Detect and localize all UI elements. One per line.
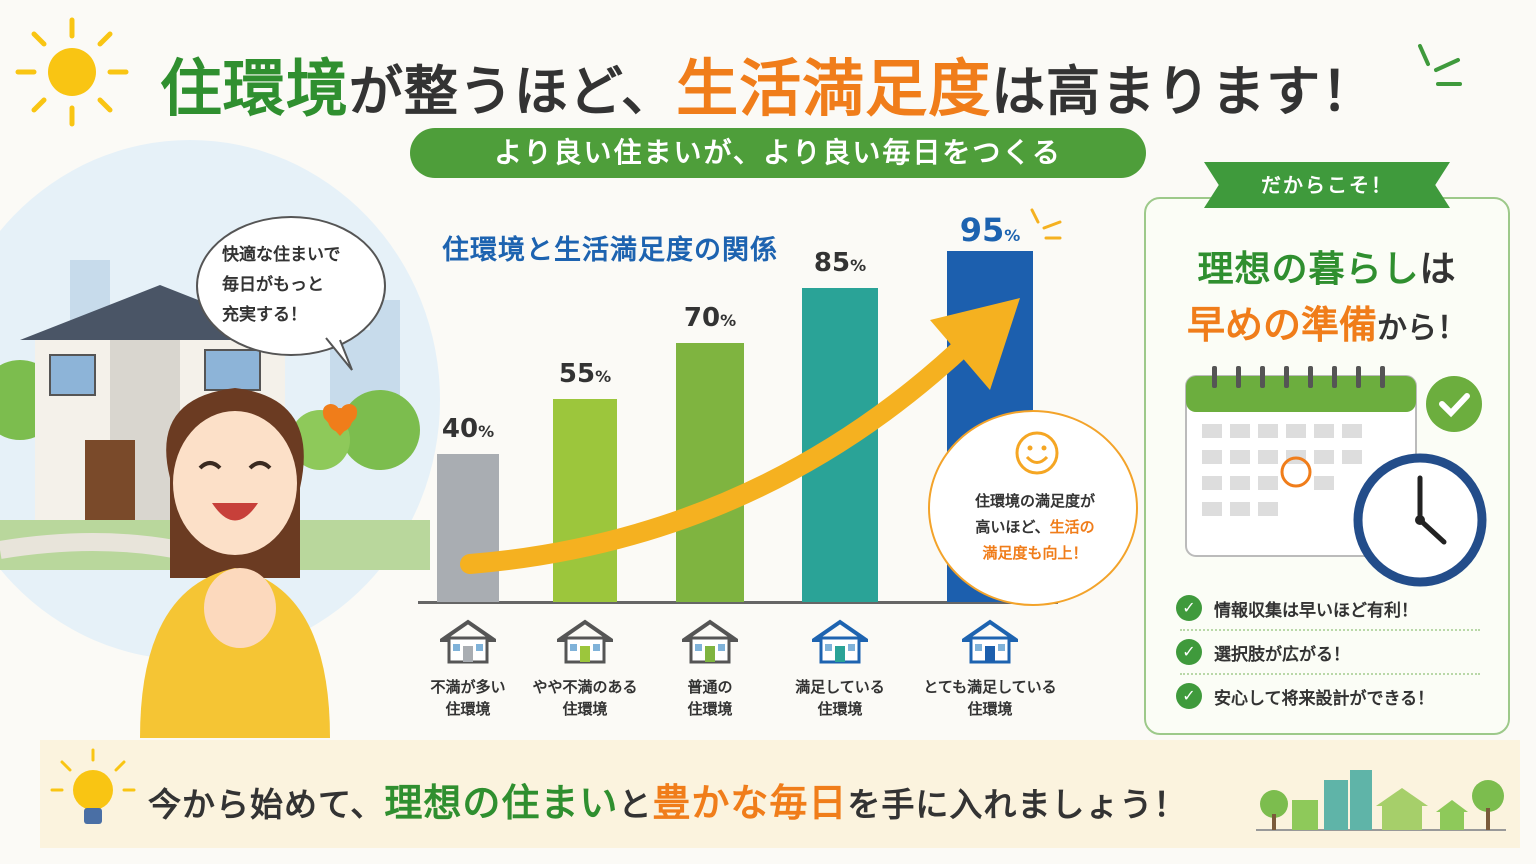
page-title: 住環境が整うほど、生活満足度は高まります！	[0, 38, 1536, 128]
speech-bubble	[196, 216, 386, 356]
chart-title: 住環境と生活満足度の関係	[442, 235, 778, 266]
sparkle-icon	[1030, 208, 1062, 240]
panel-heading-1: 理想の暮らしは	[1144, 240, 1510, 292]
house-icon	[962, 619, 1018, 664]
house-icon	[812, 619, 868, 664]
title-part-1: 住環境	[159, 52, 349, 125]
check-item-3-label: 安心して将来設計ができる！	[1214, 688, 1435, 709]
speech-line-3: 充実する！	[222, 305, 307, 325]
sparkle-icon	[1418, 44, 1462, 86]
check-item-1: ✓ 情報収集は早いほど有利！	[1176, 588, 1486, 628]
speech-line-1: 快適な住まいで	[222, 245, 341, 265]
check-item-3: ✓ 安心して将来設計ができる！	[1176, 676, 1486, 716]
callout-line-1: 住環境の満足度が	[974, 492, 1095, 510]
panel-heading-1a: 理想の暮らし	[1197, 249, 1420, 290]
banner-part-b: 理想の住まい	[384, 781, 619, 825]
banner-part-d: 豊かな毎日	[652, 781, 848, 825]
banner-part-c: と	[618, 785, 653, 824]
panel-heading-2: 早めの準備から！	[1144, 294, 1510, 349]
check-item-2: ✓ 選択肢が広がる！	[1176, 632, 1486, 672]
panel-heading-2a: 早めの準備	[1186, 303, 1377, 347]
house-icon	[440, 619, 496, 664]
category-label: 満足している 住環境	[795, 678, 885, 718]
speech-bubble-tail	[325, 337, 353, 371]
panel-heading-1b: は	[1419, 249, 1457, 290]
clock-icon	[1353, 453, 1487, 587]
title-part-3: 生活満足度	[676, 52, 992, 125]
smiley-icon	[1015, 431, 1059, 475]
banner-part-a: 今から始めて、	[148, 785, 385, 824]
check-item-1-label: 情報収集は早いほど有利！	[1214, 600, 1418, 621]
callout-text: 住環境の満足度が 高いほど、生活の 満足度も向上！	[950, 488, 1120, 566]
category-label: 普通の 住環境	[687, 678, 733, 718]
subtitle-pill: より良い住まいが、より良い毎日をつくる	[410, 128, 1146, 178]
title-part-4: は高まります！	[991, 60, 1377, 123]
category-label: とても満足している 住環境	[923, 678, 1057, 718]
check-icon: ✓	[1176, 639, 1202, 665]
speech-text: 快適な住まいで 毎日がもっと 充実する！	[222, 240, 382, 330]
speech-line-2: 毎日がもっと	[222, 275, 324, 295]
trend-arrow	[460, 298, 1020, 574]
check-item-2-label: 選択肢が広がる！	[1214, 644, 1350, 665]
callout-line-2b: 生活の	[1049, 518, 1095, 536]
divider	[1180, 629, 1480, 631]
title-part-2: が整うほど、	[348, 60, 677, 123]
chart-baseline	[418, 601, 1058, 604]
woman-illustration	[140, 388, 330, 738]
heart-icon	[322, 404, 358, 436]
lightbulb-icon	[50, 748, 136, 824]
panel-ribbon: だからこそ！	[1204, 162, 1450, 208]
callout-line-2a: 高いほど、	[975, 518, 1050, 536]
divider	[1180, 673, 1480, 675]
town-illustration	[1256, 770, 1506, 831]
check-icon: ✓	[1176, 683, 1202, 709]
banner-message: 今から始めて、理想の住まいと豊かな毎日を手に入れましょう！	[148, 772, 1187, 827]
callout-bubble	[928, 410, 1138, 606]
checkmark-badge-icon	[1426, 376, 1482, 432]
callout-line-3: 満足度も向上！	[982, 544, 1088, 562]
panel-heading-2b: から！	[1377, 311, 1467, 346]
sun-icon	[15, 17, 129, 127]
check-icon: ✓	[1176, 595, 1202, 621]
banner-part-e: を手に入れましょう！	[847, 785, 1188, 824]
bar-value-label: 85%	[813, 248, 867, 278]
house-icon	[682, 619, 738, 664]
house-icon	[557, 619, 613, 664]
category-label: 不満が多い 住環境	[430, 678, 506, 718]
category-label: やや不満のある 住環境	[532, 678, 638, 718]
